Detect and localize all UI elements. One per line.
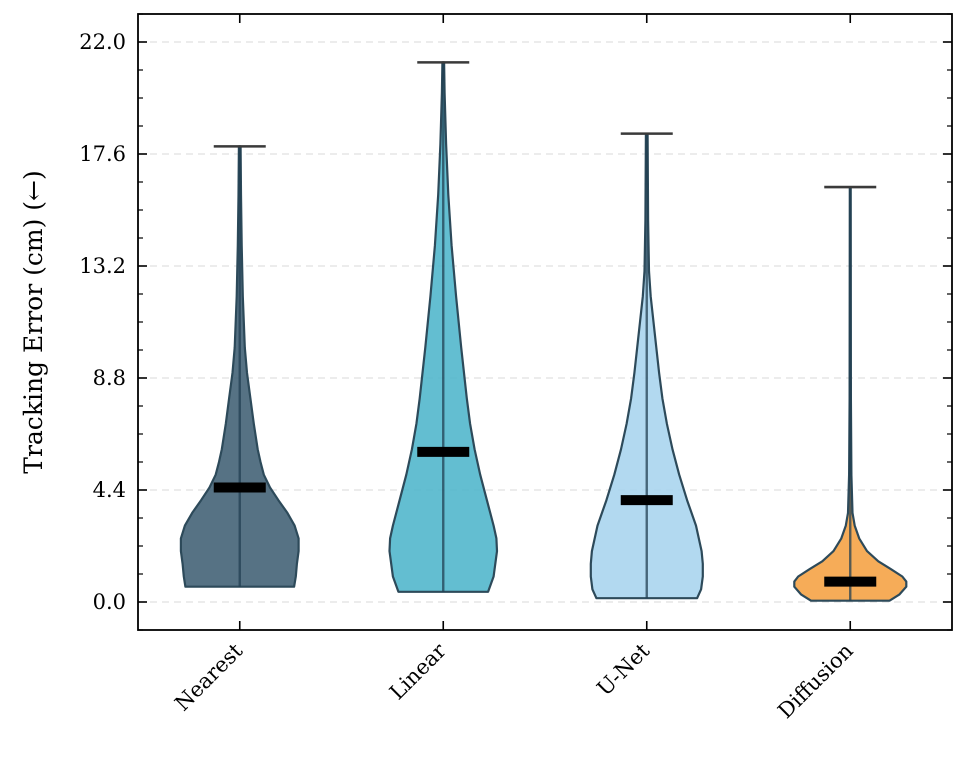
- y-axis-title: Tracking Error (cm) (←): [19, 170, 48, 473]
- violin-nearest: [179, 145, 300, 588]
- y-tick-label: 13.2: [79, 254, 126, 278]
- y-tick-label: 8.8: [93, 366, 126, 390]
- axes: 0.0 4.4 8.8 13.2 17.6 22.0 Nearest Linear U-Net D…: [79, 13, 953, 724]
- y-tick-label: 4.4: [93, 478, 126, 502]
- y-tick-label: 22.0: [79, 30, 126, 54]
- violin-linear: [388, 61, 499, 593]
- violin-diffusion: [793, 185, 908, 602]
- y-tick-label: 0.0: [93, 590, 126, 614]
- grid-lines: [138, 41, 952, 603]
- x-tick-label: Linear: [385, 638, 452, 705]
- violin-u-net: [589, 132, 704, 600]
- x-tick-label: Nearest: [170, 638, 247, 715]
- x-tick-label: Diffusion: [773, 639, 858, 724]
- x-tick-label: U-Net: [592, 638, 654, 700]
- violins: [179, 61, 908, 602]
- y-tick-label: 17.6: [79, 142, 126, 166]
